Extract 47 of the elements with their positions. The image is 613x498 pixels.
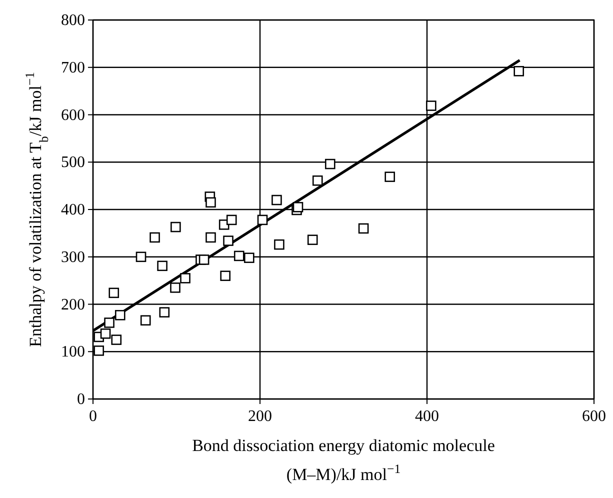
point — [198, 254, 210, 265]
point — [180, 273, 190, 284]
point — [140, 315, 151, 326]
point — [136, 252, 146, 262]
y-tick-label: 800 — [61, 12, 85, 29]
y-tick-label: 600 — [61, 106, 85, 124]
point — [170, 222, 181, 232]
point — [514, 66, 524, 76]
x-tick-label: 400 — [415, 408, 439, 425]
y-tick-label: 300 — [61, 248, 85, 266]
point — [104, 318, 114, 328]
y-tick-label: 400 — [61, 202, 85, 218]
point — [312, 175, 323, 186]
point — [94, 346, 104, 356]
y-tick-label: 200 — [61, 296, 85, 314]
point — [220, 270, 230, 281]
point — [223, 236, 234, 246]
point — [114, 310, 126, 320]
y-tick-label: 500 — [61, 154, 85, 172]
point — [272, 194, 282, 206]
point — [159, 307, 170, 318]
point — [274, 239, 284, 250]
point — [384, 172, 395, 182]
point — [157, 260, 168, 272]
point — [150, 232, 160, 243]
point — [170, 282, 180, 293]
point — [257, 214, 268, 226]
point — [206, 197, 216, 208]
point — [100, 328, 111, 339]
point — [111, 334, 122, 345]
point — [324, 158, 336, 170]
point — [206, 232, 216, 243]
x-tick-label: 0 — [89, 408, 97, 425]
point — [108, 288, 120, 298]
point — [292, 202, 304, 212]
point — [307, 234, 318, 245]
point — [426, 100, 436, 111]
y-tick-label: 700 — [61, 59, 85, 76]
y-tick-label: 100 — [61, 344, 85, 361]
point — [358, 223, 369, 234]
x-tick-label: 600 — [582, 408, 606, 425]
point — [234, 250, 244, 262]
x-tick-label: 200 — [248, 408, 272, 425]
x-axis-title: Bond dissociation energy diatomic molecule (M–M)/kJ mol$^{−1}$ — [192, 436, 495, 484]
point — [244, 252, 254, 263]
point — [226, 214, 237, 226]
y-tick-label: 0 — [77, 391, 85, 408]
